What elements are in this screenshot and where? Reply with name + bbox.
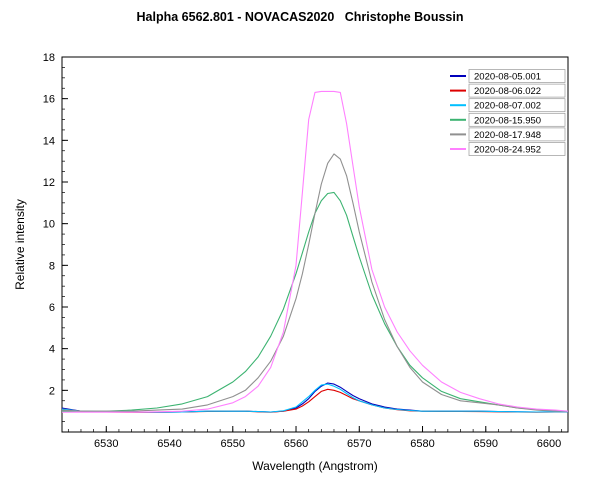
legend-label: 2020-08-06.022 bbox=[474, 86, 541, 97]
legend-box bbox=[468, 83, 566, 98]
y-tick-label: 2 bbox=[49, 385, 55, 397]
legend-label: 2020-08-24.952 bbox=[474, 145, 541, 156]
y-tick-label: 16 bbox=[43, 94, 55, 106]
x-tick-label: 6560 bbox=[284, 438, 308, 450]
series-line-0 bbox=[61, 382, 568, 413]
y-tick-label: 10 bbox=[43, 219, 55, 231]
y-tick-label: 18 bbox=[43, 52, 55, 64]
series-line-1 bbox=[61, 388, 568, 413]
legend-label: 2020-08-15.950 bbox=[474, 115, 541, 126]
series-line-3 bbox=[62, 191, 569, 412]
x-tick-label: 6600 bbox=[537, 438, 561, 450]
y-tick-label: 14 bbox=[43, 135, 55, 147]
x-tick-label: 6550 bbox=[221, 438, 245, 450]
legend-box bbox=[468, 98, 566, 113]
chart-title: Halpha 6562.801 - NOVACAS2020 Christophe… bbox=[136, 10, 464, 24]
legend-box bbox=[468, 112, 566, 127]
x-tick-label: 6580 bbox=[410, 438, 434, 450]
legend-label: 2020-08-17.948 bbox=[474, 130, 541, 141]
x-axis-title: Wavelength (Angstrom) bbox=[252, 459, 378, 473]
series-line-5 bbox=[62, 90, 569, 413]
legend-label: 2020-08-07.002 bbox=[474, 101, 541, 112]
legend-label: 2020-08-05.001 bbox=[474, 72, 541, 83]
y-axis-title: Relative intensity bbox=[13, 199, 27, 290]
legend-box bbox=[468, 127, 566, 142]
legend-box bbox=[468, 142, 566, 156]
x-tick-label: 6570 bbox=[347, 438, 371, 450]
series-line-4 bbox=[61, 153, 568, 412]
x-tick-label: 6590 bbox=[474, 438, 498, 450]
y-tick-label: 12 bbox=[43, 177, 55, 189]
legend-box bbox=[468, 69, 566, 83]
x-tick-label: 6530 bbox=[94, 438, 118, 450]
x-tick-label: 6540 bbox=[157, 438, 181, 450]
y-tick-label: 8 bbox=[49, 260, 55, 272]
y-tick-label: 6 bbox=[49, 302, 55, 314]
series-line-2 bbox=[61, 383, 568, 413]
y-tick-label: 4 bbox=[49, 344, 55, 356]
